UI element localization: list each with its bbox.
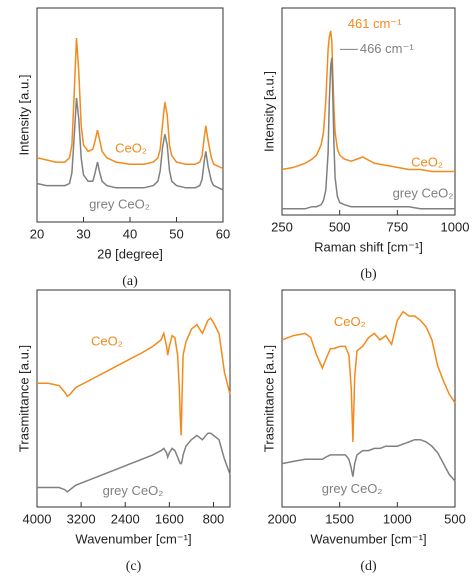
data-line [281, 310, 456, 442]
data-line [281, 438, 456, 482]
x-tick-label: 1500 [325, 511, 354, 526]
x-tick-label: 3200 [67, 511, 96, 526]
plot-frame [36, 289, 231, 508]
panel-label: (c) [126, 559, 142, 574]
data-line [37, 432, 231, 493]
plot-frame [281, 7, 456, 216]
x-tick-label: 1000 [383, 511, 412, 526]
series-label: CeO₂ [411, 155, 443, 170]
y-axis-label: Intensity [a.u.] [16, 75, 31, 156]
data-line [36, 97, 224, 191]
annotation: 466 cm⁻¹ [360, 41, 414, 56]
x-tick-label: 30 [76, 226, 90, 241]
x-tick-label: 4000 [23, 511, 52, 526]
series-label: grey CeO₂ [322, 481, 383, 496]
x-tick-label: 60 [216, 226, 230, 241]
x-tick-label: 250 [271, 219, 293, 234]
x-axis-label: Raman shift [cm⁻¹] [314, 239, 423, 254]
x-tick-label: 500 [329, 219, 351, 234]
x-axis-label: 2θ [degree] [97, 246, 163, 261]
x-tick-label: 800 [203, 511, 225, 526]
data-line [281, 30, 455, 173]
x-tick-label: 1000 [441, 219, 470, 234]
data-line [36, 37, 224, 170]
x-tick-label: 50 [169, 226, 183, 241]
panel-label: (d) [360, 559, 377, 574]
series-label: grey CeO₂ [393, 186, 454, 201]
x-axis-label: Wavenumber [cm⁻¹] [310, 531, 426, 546]
plot-frame [36, 7, 224, 223]
x-axis-label: Wavenumber [cm⁻¹] [75, 531, 191, 546]
x-tick-label: 750 [386, 219, 408, 234]
plot-frame [281, 289, 456, 508]
annotation: 461 cm⁻¹ [348, 16, 402, 31]
series-label: grey CeO₂ [103, 483, 164, 498]
y-axis-label: Intensity [a.u.] [261, 71, 276, 152]
panel-label: (b) [360, 267, 377, 282]
x-tick-label: 1600 [155, 511, 184, 526]
series-label: CeO₂ [334, 314, 366, 329]
series-label: grey CeO₂ [89, 196, 150, 211]
y-axis-label: Trasmittance [a.u.] [16, 345, 31, 452]
series-label: CeO₂ [91, 334, 123, 349]
x-tick-label: 40 [123, 226, 137, 241]
x-tick-label: 500 [444, 511, 466, 526]
x-tick-label: 2000 [268, 511, 297, 526]
series-label: CeO₂ [115, 141, 147, 156]
data-line [37, 317, 231, 436]
panel-label: (a) [122, 274, 138, 289]
x-tick-label: 20 [30, 226, 44, 241]
x-tick-label: 2400 [111, 511, 140, 526]
y-axis-label: Trasmittance [a.u.] [261, 345, 276, 452]
data-line [282, 57, 455, 210]
